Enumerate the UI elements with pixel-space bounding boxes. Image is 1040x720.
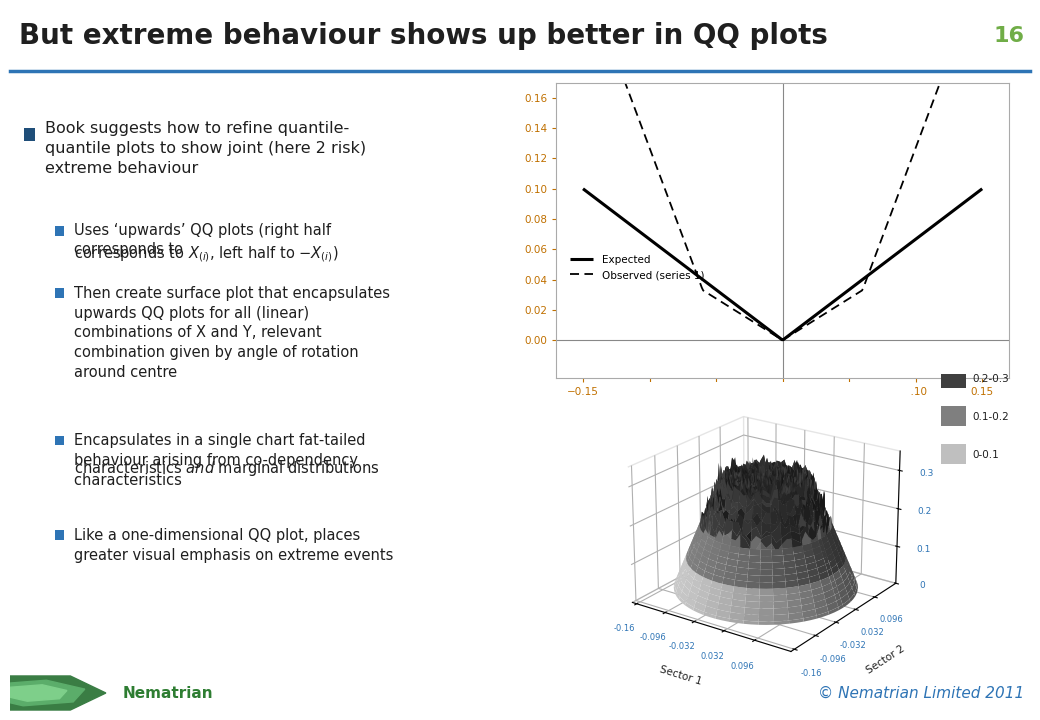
Expected xyxy=(914,231,927,240)
Text: 0.1-0.2: 0.1-0.2 xyxy=(972,412,1009,422)
Text: Like a one-dimensional QQ plot, places
greater visual emphasis on extreme events: Like a one-dimensional QQ plot, places g… xyxy=(74,528,393,563)
Expected xyxy=(940,212,953,220)
Expected xyxy=(814,307,827,315)
Text: corresponds to $X_{(i)}$, left half to $-X_{(i)}$): corresponds to $X_{(i)}$, left half to $… xyxy=(74,245,339,264)
Text: 0.2-0.3: 0.2-0.3 xyxy=(972,374,1009,384)
Expected xyxy=(823,301,835,310)
FancyBboxPatch shape xyxy=(55,226,64,235)
Expected xyxy=(976,184,988,193)
Observed (series 1) xyxy=(815,311,828,320)
X-axis label: Sector 1: Sector 1 xyxy=(658,665,703,688)
Polygon shape xyxy=(0,680,85,706)
Expected xyxy=(815,306,828,315)
Line: Observed (series 1): Observed (series 1) xyxy=(583,0,982,340)
FancyBboxPatch shape xyxy=(55,436,64,445)
Polygon shape xyxy=(2,685,67,701)
Observed (series 1) xyxy=(814,312,827,320)
FancyBboxPatch shape xyxy=(24,128,35,141)
Text: Nematrian: Nematrian xyxy=(123,685,213,701)
Expected xyxy=(777,336,789,344)
Text: 16: 16 xyxy=(993,27,1024,46)
Legend: Expected, Observed (series 1): Expected, Observed (series 1) xyxy=(566,251,708,284)
Observed (series 1) xyxy=(914,130,927,138)
Text: Then create surface plot that encapsulates
upwards QQ plots for all (linear)
com: Then create surface plot that encapsulat… xyxy=(74,286,390,380)
Expected xyxy=(577,184,590,193)
Text: © Nematrian Limited 2011: © Nematrian Limited 2011 xyxy=(818,685,1024,701)
Line: Expected: Expected xyxy=(583,189,982,340)
Text: But extreme behaviour shows up better in QQ plots: But extreme behaviour shows up better in… xyxy=(19,22,828,50)
FancyBboxPatch shape xyxy=(55,288,64,297)
Text: characteristics $\it{and}$ marginal distributions: characteristics $\it{and}$ marginal dist… xyxy=(74,459,380,478)
Y-axis label: Sector 2: Sector 2 xyxy=(864,644,906,675)
Bar xyxy=(941,405,966,426)
Text: Uses ‘upwards’ QQ plots (right half
corresponds to: Uses ‘upwards’ QQ plots (right half corr… xyxy=(74,222,331,258)
Bar xyxy=(941,367,966,388)
Text: Book suggests how to refine quantile-
quantile plots to show joint (here 2 risk): Book suggests how to refine quantile- qu… xyxy=(45,120,366,176)
Expected xyxy=(578,186,591,194)
Text: Encapsulates in a single chart fat-tailed
behaviour arising from co-dependency
c: Encapsulates in a single chart fat-taile… xyxy=(74,433,365,488)
Text: 0-0.1: 0-0.1 xyxy=(972,450,998,460)
Bar xyxy=(941,444,966,464)
Observed (series 1) xyxy=(777,336,789,344)
Polygon shape xyxy=(0,676,106,710)
Observed (series 1) xyxy=(823,307,835,315)
Observed (series 1) xyxy=(940,62,953,71)
FancyBboxPatch shape xyxy=(55,530,64,540)
